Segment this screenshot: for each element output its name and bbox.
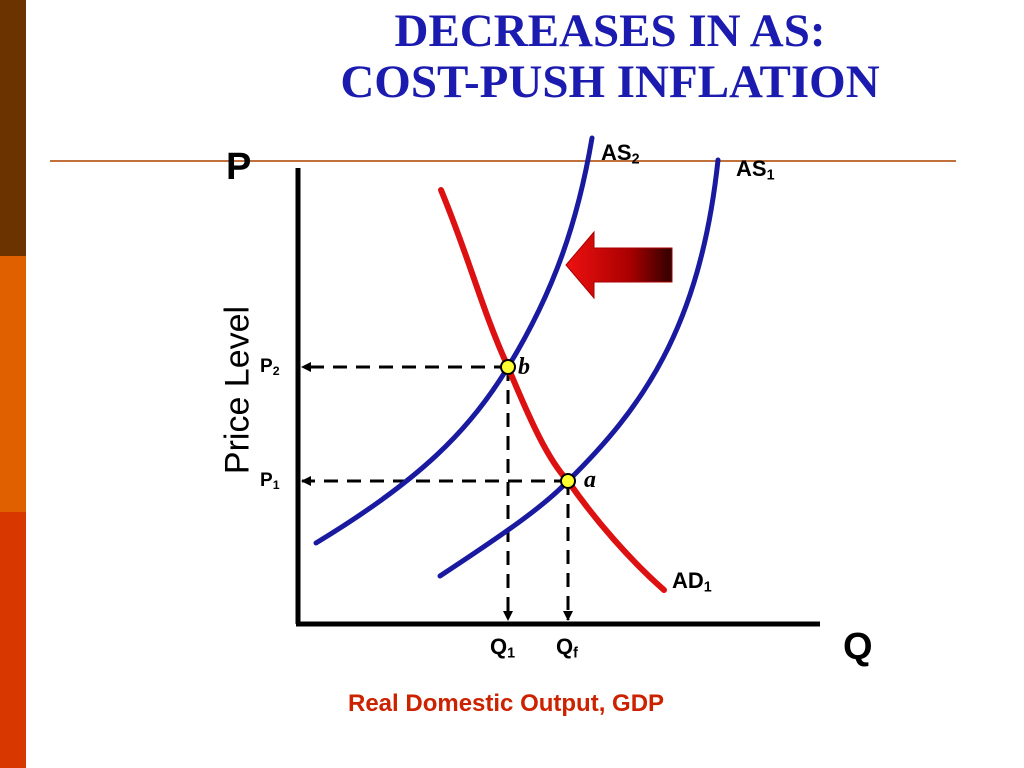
as2-label: AS2 <box>601 140 640 168</box>
qf-label: Qf <box>556 634 578 662</box>
sidebar-segment-red <box>0 512 26 768</box>
point-a-label: a <box>584 467 596 493</box>
title-line-2: COST-PUSH INFLATION <box>340 56 880 108</box>
as1-curve <box>437 157 721 579</box>
slide-title: DECREASES IN AS: COST-PUSH INFLATION <box>240 6 980 108</box>
ad1-curve <box>438 187 667 593</box>
equilibrium-point-a <box>560 473 576 489</box>
p1-label: P1 <box>260 470 280 493</box>
ad1-label: AD1 <box>672 568 712 596</box>
y-axis-label: Price Level <box>218 305 257 475</box>
x-axis-label: Real Domestic Output, GDP <box>348 690 665 717</box>
p2-label: P2 <box>260 356 280 379</box>
sidebar-segment-brown <box>0 0 26 256</box>
equilibrium-point-b <box>500 359 516 375</box>
x-axis-letter: Q <box>843 626 873 668</box>
title-divider <box>50 160 956 162</box>
y-axis-letter: P <box>226 146 252 188</box>
sidebar-segment-orange <box>0 256 26 512</box>
point-b-label: b <box>518 354 530 380</box>
as1-label: AS1 <box>736 156 775 184</box>
title-line-1: DECREASES IN AS: <box>394 5 826 57</box>
supply-shift-arrow <box>565 230 673 300</box>
sidebar-accent <box>0 0 26 768</box>
q1-label: Q1 <box>490 634 516 662</box>
